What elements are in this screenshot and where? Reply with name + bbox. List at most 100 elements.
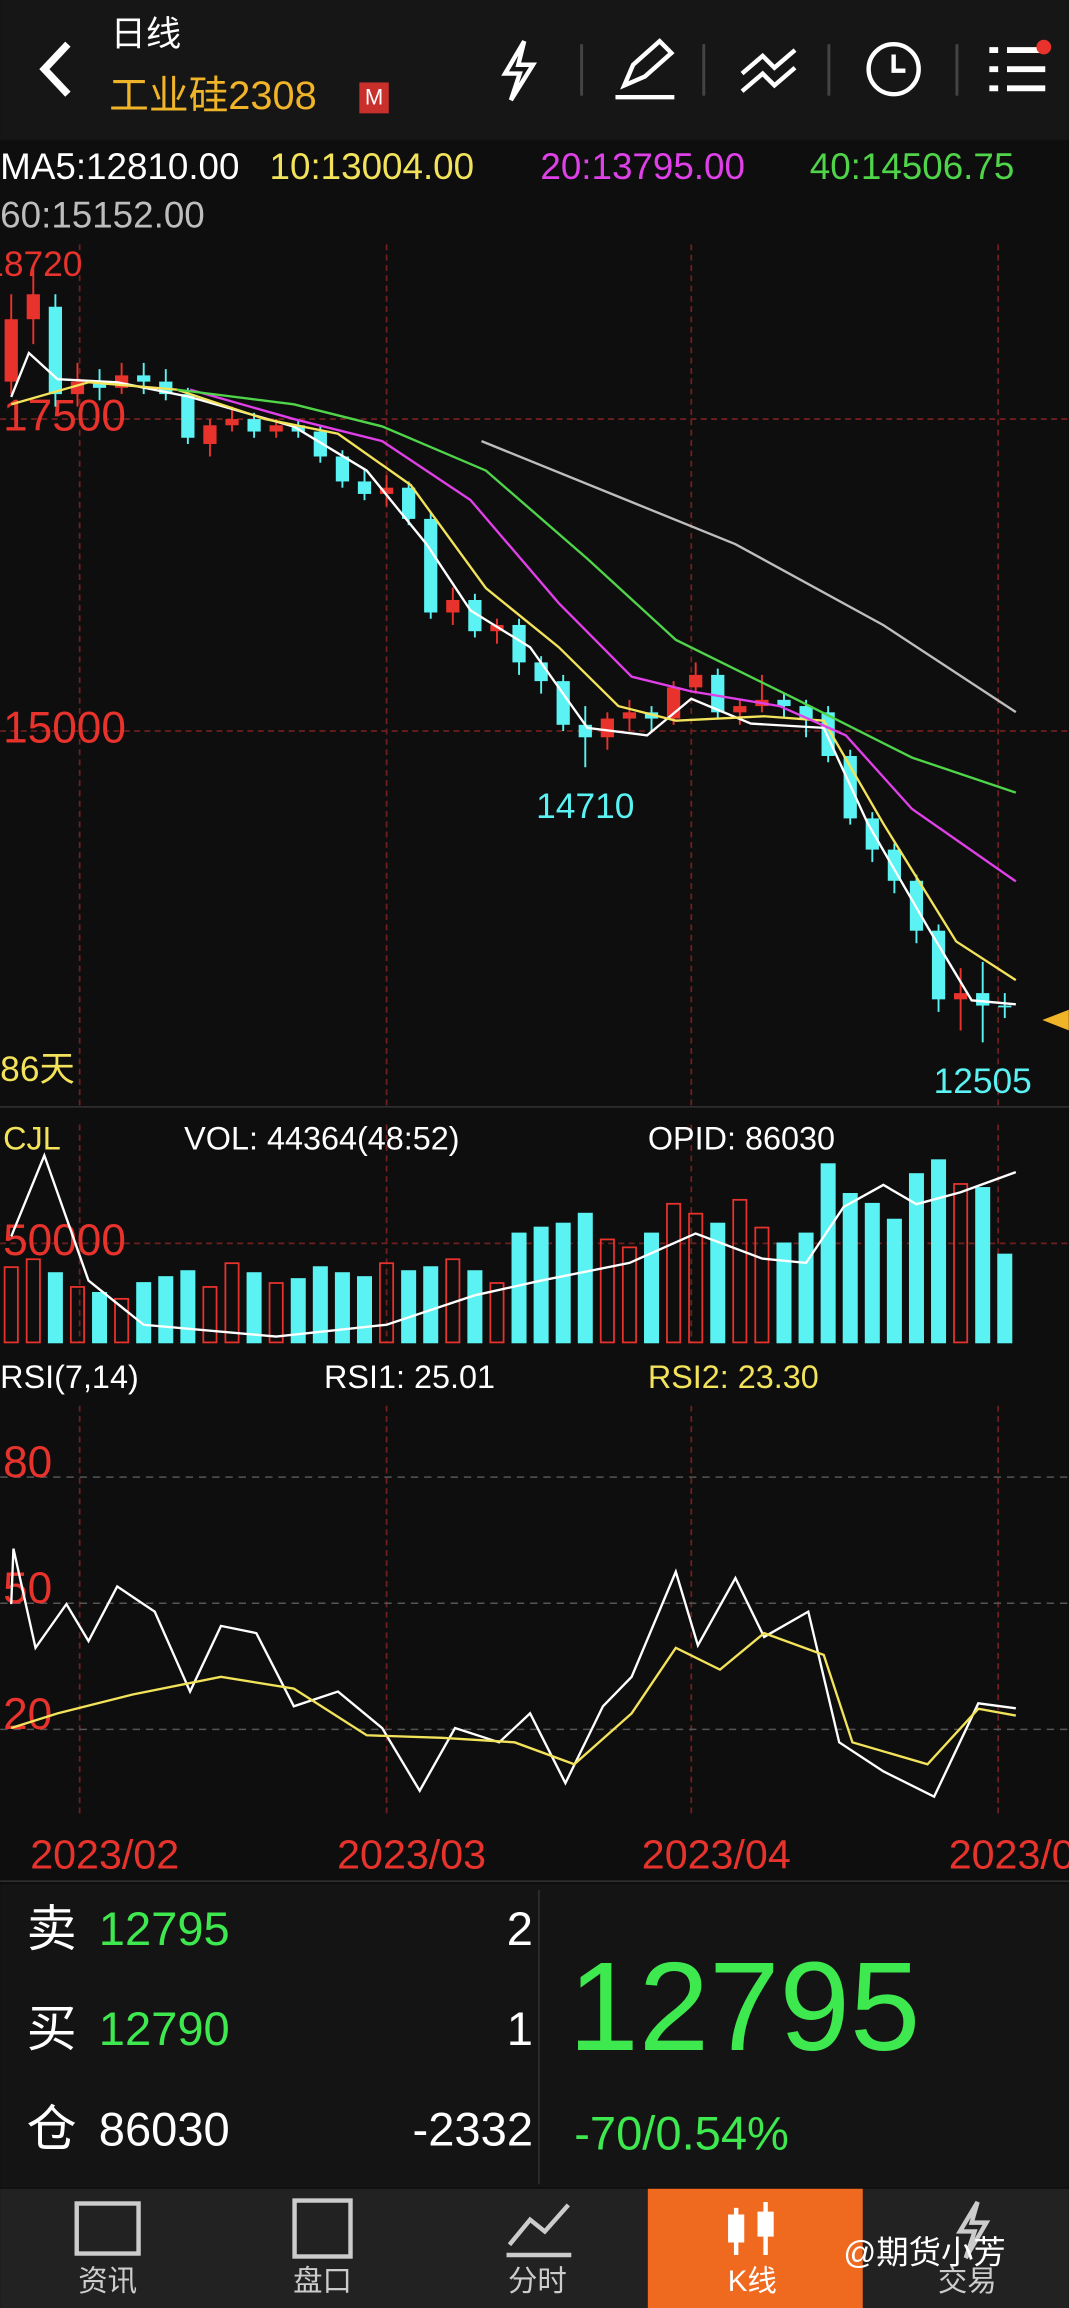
contract-name: 工业硅2308: [109, 74, 317, 118]
legend-entry: MA5:12810.00: [0, 146, 239, 187]
tab-icon: [292, 2198, 353, 2259]
series-line: [10, 381, 1017, 982]
volume-bar: [953, 1183, 969, 1344]
volume-bar: [290, 1278, 306, 1344]
candle-body: [777, 699, 791, 707]
last-price: 12795: [568, 1935, 920, 2077]
volume-bar: [842, 1192, 858, 1344]
menu-dot: [1036, 39, 1052, 55]
quote-price: 86030: [99, 2102, 230, 2155]
y-tick-label: 80: [3, 1438, 52, 1487]
legend-entry: RSI2: 23.30: [648, 1359, 819, 1395]
volume-bar: [379, 1262, 395, 1344]
volume-bar: [334, 1272, 350, 1344]
tab-icon: [74, 2201, 141, 2256]
candle-body: [468, 600, 482, 632]
volume-bar: [268, 1282, 284, 1344]
quote-panel: [0, 1884, 1069, 2188]
legend-entry: 40:14506.75: [810, 146, 1015, 187]
legend-entry: 60:15152.00: [0, 195, 205, 236]
indicator-icon[interactable]: [740, 48, 797, 93]
tab-label[interactable]: K线: [728, 2265, 777, 2298]
legend-entry: 10:13004.00: [270, 146, 475, 187]
quote-price: 12795: [99, 1902, 230, 1955]
volume-bar: [202, 1286, 218, 1344]
volume-bar: [114, 1297, 130, 1344]
back-button[interactable]: [39, 41, 71, 97]
candle-body: [689, 674, 703, 688]
y-tick-label: 17500: [3, 392, 126, 441]
tab-label[interactable]: 资讯: [78, 2265, 137, 2298]
x-tick-label: 2023/05: [949, 1831, 1069, 1877]
candle-body: [998, 1005, 1012, 1008]
candle-body: [600, 718, 614, 738]
price-pointer: [1042, 1009, 1069, 1031]
badge-box: [359, 82, 389, 114]
volume-bar: [688, 1212, 704, 1344]
legend-entry: RSI1: 25.01: [324, 1359, 495, 1395]
volume-bar: [644, 1232, 660, 1344]
draw-icon[interactable]: [615, 38, 675, 100]
y-tick-label: 20: [3, 1690, 52, 1739]
legend-entry: VOL: 44364(48:52): [184, 1120, 459, 1156]
tab-label[interactable]: 分时: [508, 2265, 567, 2298]
y-tick-label: 50000: [3, 1216, 126, 1265]
candle-body: [711, 674, 725, 713]
series-line: [10, 1631, 1017, 1766]
volume-bar: [511, 1232, 527, 1344]
candle-body: [181, 394, 195, 438]
volume-bar: [975, 1187, 991, 1344]
series-line: [176, 388, 1017, 794]
header-title: 日线: [111, 15, 182, 54]
tab-label[interactable]: 盘口: [293, 2265, 352, 2298]
candle-body: [424, 518, 438, 613]
volume-bar: [356, 1276, 372, 1344]
volume-bar: [25, 1258, 41, 1344]
menu-icon[interactable]: [989, 47, 1046, 92]
y-tick-label: 50: [3, 1564, 52, 1613]
header-bar: [0, 0, 1069, 140]
volume-bar: [886, 1218, 902, 1344]
volume-bar: [908, 1173, 924, 1344]
candle-body: [556, 681, 570, 725]
volume-bar: [555, 1222, 571, 1344]
quote-qty: 2: [507, 1902, 533, 1955]
series-line: [10, 350, 1016, 1006]
flash-icon[interactable]: [501, 40, 538, 102]
candle-body: [4, 319, 18, 382]
volume-bar: [312, 1266, 328, 1344]
candle-body: [976, 993, 990, 1006]
volume-bar: [224, 1262, 240, 1344]
active-tab: [647, 2188, 863, 2308]
volume-bar: [599, 1238, 615, 1344]
quote-price: 12790: [99, 2002, 230, 2055]
candle-body: [357, 481, 372, 494]
volume-bar: [136, 1282, 152, 1344]
candle-body: [247, 419, 261, 432]
tab-label[interactable]: 交易: [938, 2265, 997, 2298]
annotation: 12505: [934, 1062, 1032, 1101]
panel-title: RSI(7,14): [0, 1359, 139, 1395]
volume-bar: [710, 1222, 726, 1344]
candle-body: [622, 712, 637, 719]
candle-body: [534, 662, 548, 682]
tab-icon: [506, 2203, 572, 2258]
quote-label: 仓: [27, 2101, 77, 2157]
candle-body: [48, 306, 63, 395]
candle-body: [954, 993, 968, 1000]
clock-icon[interactable]: [866, 41, 921, 97]
series-line: [481, 440, 1017, 714]
volume-bar: [798, 1232, 814, 1344]
volume-bar: [931, 1159, 947, 1344]
candle-body: [269, 425, 283, 432]
note: 86天: [0, 1050, 75, 1089]
candle-body: [931, 930, 946, 1000]
x-tick-label: 2023/04: [642, 1831, 791, 1877]
tab-bar: [0, 2188, 1069, 2308]
candle-body: [733, 706, 747, 713]
annotation: 18720: [0, 245, 82, 284]
candle-body: [225, 419, 239, 426]
legend-entry: OPID: 86030: [648, 1120, 835, 1156]
volume-bar: [864, 1202, 880, 1344]
